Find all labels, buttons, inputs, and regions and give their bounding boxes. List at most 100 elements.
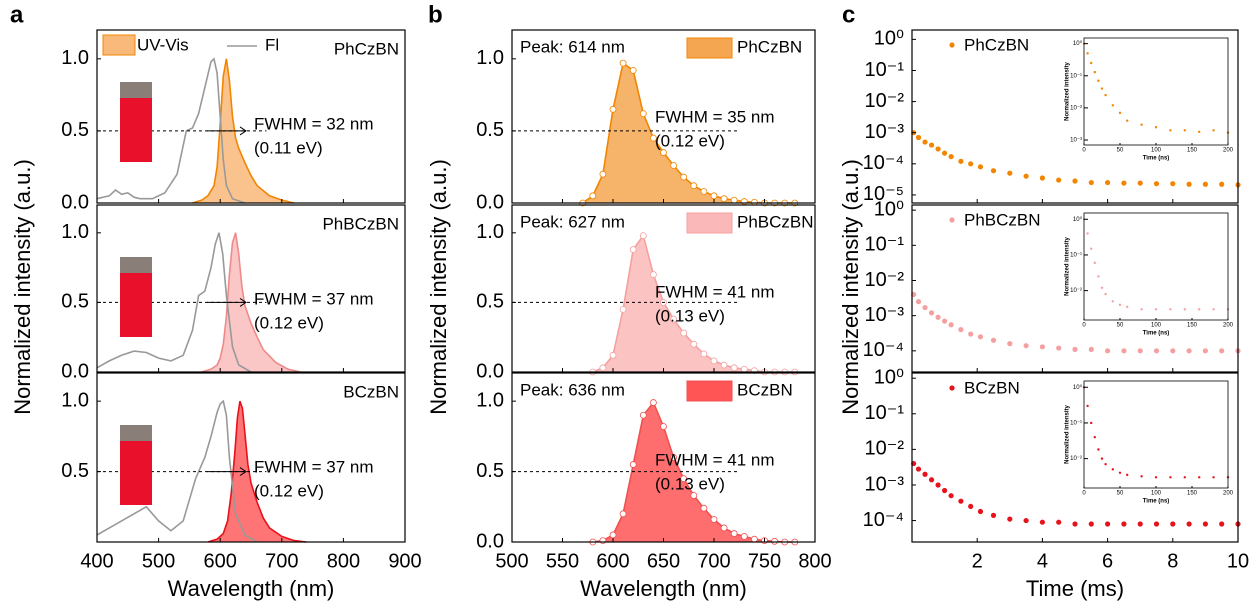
marker <box>650 134 657 142</box>
y-axis-label: Normalized intensity (a.u.) <box>10 159 35 415</box>
data-point <box>1219 521 1225 527</box>
data-point <box>1039 519 1045 525</box>
data-point <box>1202 181 1208 187</box>
y-tick-label: 10⁻² <box>1070 288 1082 294</box>
marker <box>720 361 728 369</box>
y-tick-label: 10⁻¹ <box>865 402 905 424</box>
marker <box>619 305 627 313</box>
data-point <box>922 139 928 145</box>
y-tick-label: 10⁻⁴ <box>863 339 904 361</box>
data-point <box>968 503 974 510</box>
data-point <box>1023 517 1029 524</box>
data-point <box>1007 516 1013 522</box>
x-tick-label: 500 <box>495 550 528 572</box>
y-tick-label: 10⁻⁵ <box>863 183 904 205</box>
legend-label: PhCzBN <box>737 37 802 56</box>
data-point <box>1198 308 1201 311</box>
marker <box>650 271 657 278</box>
x-tick-label: 50 <box>1117 323 1124 329</box>
data-point <box>958 327 964 333</box>
data-point <box>1170 348 1176 354</box>
data-point <box>1118 111 1122 115</box>
data-point <box>1023 173 1029 179</box>
inset-x-label: Time (ns) <box>1143 331 1170 337</box>
data-point <box>1093 261 1097 265</box>
y-tick-label: 1.0 <box>61 47 89 69</box>
legend-label: BCzBN <box>964 378 1020 397</box>
y-axis-label: Normalized intensity (a.u.) <box>426 159 451 415</box>
data-point <box>1072 346 1078 352</box>
data-point <box>1090 61 1093 65</box>
marker <box>730 530 738 537</box>
annotation: (0.12 eV) <box>254 313 324 332</box>
data-point <box>1198 130 1201 134</box>
annotation: FWHM = 41 nm <box>655 282 775 301</box>
marker <box>599 170 607 178</box>
annotation: (0.13 eV) <box>655 474 725 493</box>
arrow <box>207 298 247 307</box>
y-tick-label: 10⁻¹ <box>1070 73 1082 79</box>
legend-swatch <box>686 212 733 234</box>
marker <box>589 192 597 200</box>
data-point <box>1090 247 1093 250</box>
x-tick-label: 800 <box>327 550 360 572</box>
inset-y-label: Normalized intensity <box>1065 62 1071 121</box>
plot-frame <box>911 29 1239 204</box>
marker <box>639 232 647 240</box>
y-tick-label: 10⁻² <box>865 269 905 291</box>
x-tick-label: 50 <box>1117 148 1124 154</box>
x-tick-label: 650 <box>647 550 680 572</box>
y-tick-label: 1.0 <box>476 221 504 243</box>
data-point <box>1100 286 1104 289</box>
legend-swatch <box>102 34 136 56</box>
data-point <box>1088 179 1094 186</box>
marker <box>629 66 637 74</box>
x-tick-label: 550 <box>546 550 579 572</box>
subplot-label: PhBCzBN <box>322 214 399 233</box>
legend-marker <box>949 217 955 223</box>
arrow <box>207 126 247 136</box>
data-point <box>1183 476 1187 479</box>
marker <box>680 329 688 337</box>
data-point <box>1007 341 1013 347</box>
data-point <box>935 482 941 488</box>
inset-y-label: Normalized intensity <box>1065 405 1071 464</box>
plot-frame <box>911 372 1239 543</box>
data-point <box>1121 180 1127 186</box>
marker <box>710 357 718 365</box>
inset-x-label: Time (ns) <box>1143 156 1170 162</box>
marker <box>639 411 647 419</box>
marker <box>720 195 728 203</box>
y-tick-label: 10⁻⁴ <box>863 509 904 531</box>
data-point <box>1111 104 1115 107</box>
data-point <box>1105 348 1111 354</box>
data-point <box>977 334 984 340</box>
data-point <box>928 477 935 483</box>
data-point <box>1104 93 1107 97</box>
data-point <box>1105 521 1111 527</box>
data-point <box>915 466 922 472</box>
plot-frame <box>96 204 406 373</box>
marker <box>690 492 698 499</box>
annotation: (0.12 eV) <box>655 131 725 150</box>
y-tick-label: 0.0 <box>61 191 89 213</box>
y-tick-label: 10⁰ <box>874 198 904 220</box>
y-axis-label: Normalized intensity (a.u.) <box>838 159 863 415</box>
x-axis-label: Wavelength (nm) <box>168 576 335 601</box>
marker <box>629 461 637 468</box>
y-tick-label: 10⁻¹ <box>1070 421 1082 427</box>
data-point <box>1169 308 1172 311</box>
data-point <box>1153 348 1160 354</box>
marker <box>700 504 708 512</box>
legend-marker <box>949 385 955 391</box>
data-point <box>1154 476 1158 479</box>
data-point <box>1212 129 1215 132</box>
legend-label: BCzBN <box>737 380 793 399</box>
y-tick-label: 10⁻¹ <box>865 59 905 81</box>
data-point <box>958 498 964 504</box>
area-fill <box>592 235 795 372</box>
panel-label: b <box>428 1 443 28</box>
marker <box>670 162 677 169</box>
data-point <box>990 168 997 174</box>
